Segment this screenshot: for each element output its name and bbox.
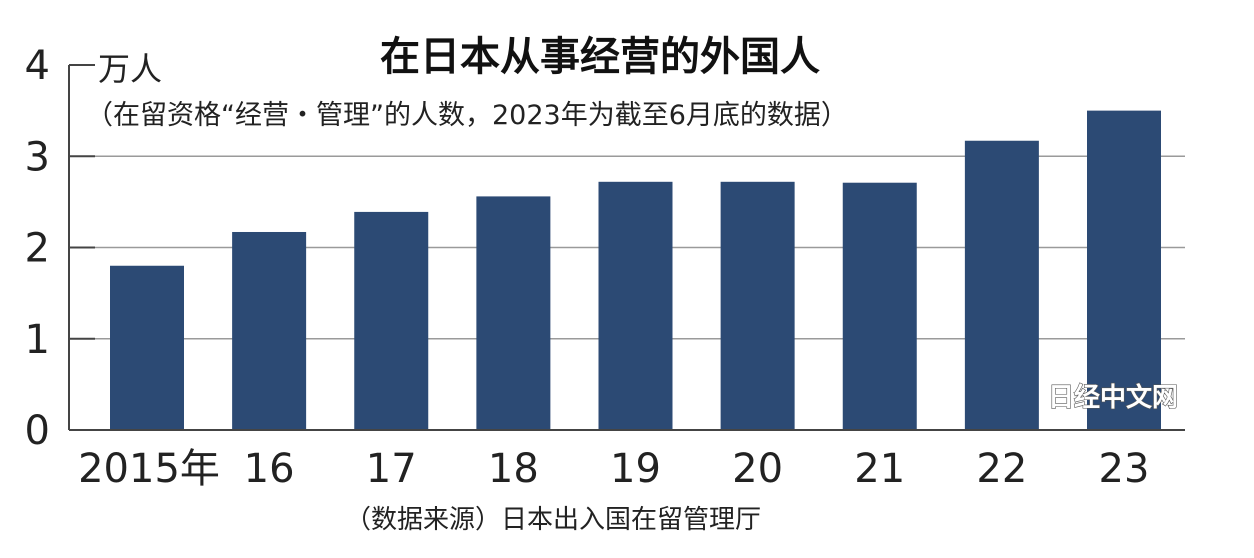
x-tick-label: 17 [366, 446, 417, 492]
bar [232, 231, 307, 430]
bar [598, 181, 673, 430]
chart-subtitle: （在留资格“经营・管理”的人数，2023年为截至6月底的数据） [86, 100, 848, 131]
y-tick-label: 1 [25, 317, 50, 363]
x-tick-label: 23 [1099, 446, 1150, 492]
bar [110, 265, 184, 430]
chart-title: 在日本从事经营的外国人 [380, 34, 820, 80]
bar [476, 196, 551, 430]
x-tick-label: 18 [488, 446, 539, 492]
y-tick-labels: 0 1 2 3 4 [25, 43, 50, 454]
y-tick-label: 2 [25, 226, 50, 272]
y-unit-label: 万人 [98, 50, 162, 88]
y-tick-label: 3 [25, 134, 50, 180]
bar [354, 211, 429, 430]
x-tick-label: 20 [732, 446, 783, 492]
bar [1087, 110, 1161, 430]
x-tick-labels: 2015年 16 17 18 19 20 21 22 23 [78, 446, 1149, 492]
x-tick-label: 2015年 [78, 446, 220, 492]
bar [720, 181, 795, 430]
axes [68, 65, 1185, 431]
x-tick-label: 22 [976, 446, 1027, 492]
y-tick-label: 0 [25, 408, 50, 454]
x-tick-label: 21 [854, 446, 905, 492]
y-tick-label: 4 [25, 43, 50, 89]
bar [842, 182, 917, 430]
x-tick-label: 16 [244, 446, 295, 492]
watermark: 日经中文网 [1048, 382, 1178, 413]
source-note: （数据来源）日本出入国在留管理厅 [345, 505, 761, 535]
bar [964, 140, 1039, 431]
x-tick-label: 19 [610, 446, 661, 492]
bars [110, 110, 1161, 431]
